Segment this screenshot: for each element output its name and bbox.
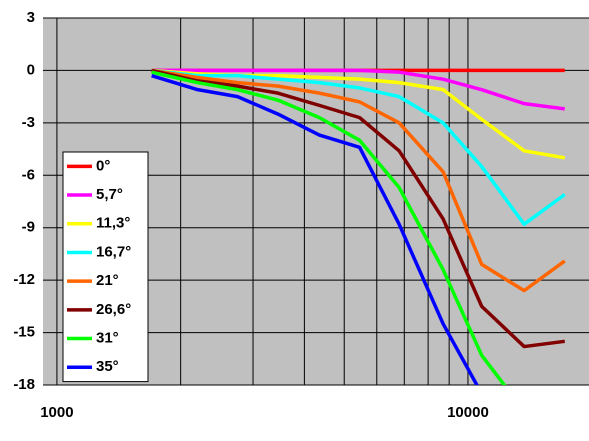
y-tick-label: -6 [22,166,35,183]
series-line [151,68,565,349]
x-tick-label: 1000 [40,404,73,421]
legend-label: 16,7° [96,243,131,260]
series-line [151,73,479,385]
legend-box [62,151,149,383]
y-tick-label: 3 [27,9,35,26]
y-tick-label: -9 [22,219,35,236]
legend-label: 21° [96,272,119,289]
legend-label: 11,3° [96,215,130,232]
series-line [151,70,507,385]
legend-label: 5,7° [96,186,123,203]
x-tick-label: 10000 [447,404,489,421]
legend-label: 31° [96,330,119,347]
y-tick-label: 0 [27,61,35,78]
y-tick-label: -12 [13,271,35,288]
series-line [151,68,566,293]
series-line [151,68,566,226]
series-group [151,68,566,385]
y-tick-label: -15 [13,324,35,341]
series-line [151,68,565,111]
legend-label: 35° [96,358,119,375]
y-tick-label: -3 [22,114,35,131]
legend-label: 0° [96,157,110,174]
y-tick-label: -18 [13,376,35,393]
legend-label: 26,6° [96,301,131,318]
